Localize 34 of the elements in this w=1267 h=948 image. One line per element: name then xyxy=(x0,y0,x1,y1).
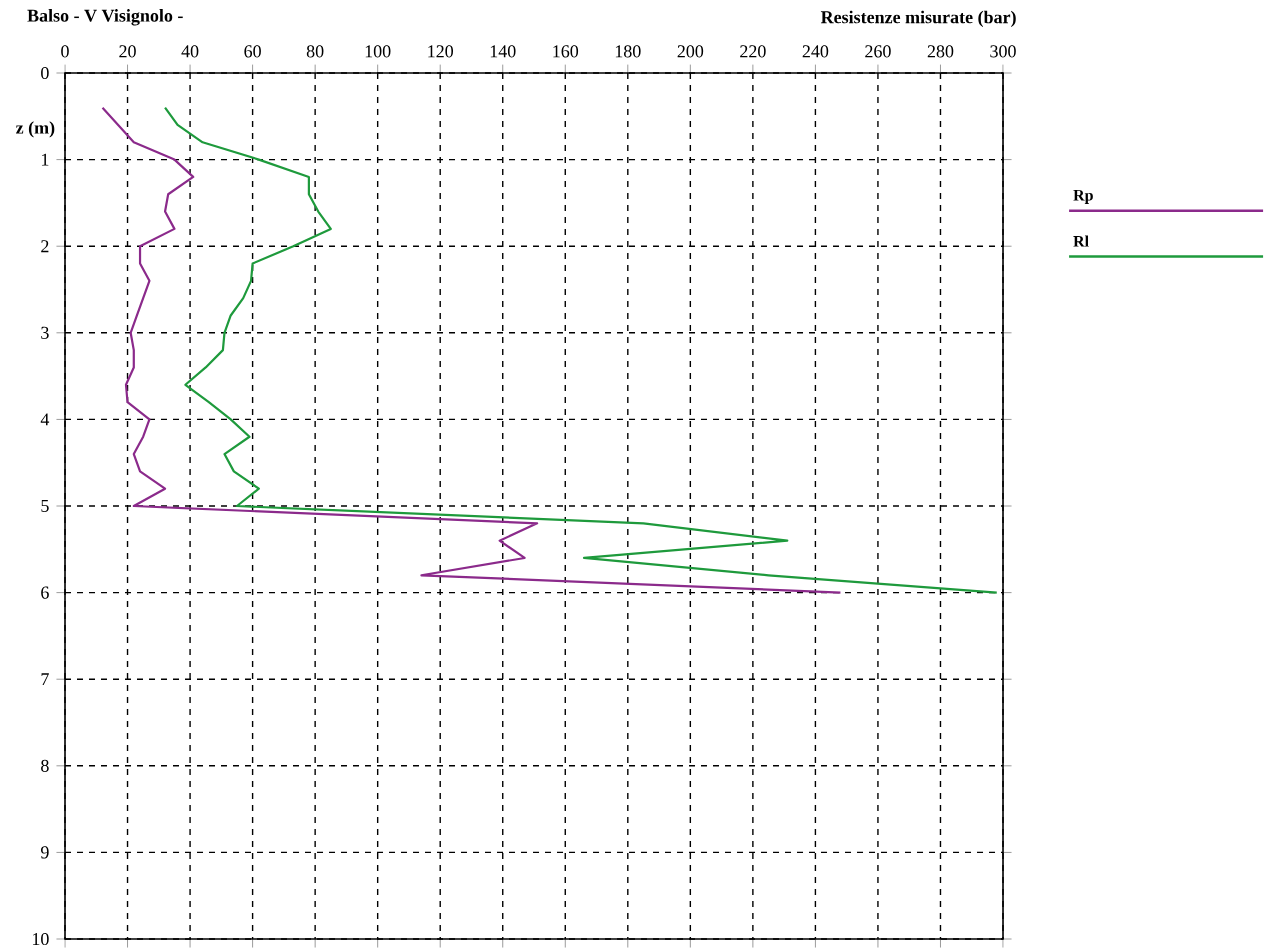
x-tick-label: 200 xyxy=(677,45,704,58)
y-tick-label: 4 xyxy=(40,413,50,426)
y-tick-label: 6 xyxy=(41,586,49,599)
line-series xyxy=(163,106,998,594)
y-tick-label: 7 xyxy=(41,673,49,686)
chart-title: Balso - V Visignolo - xyxy=(27,9,183,26)
x-tick-label: 60 xyxy=(244,45,261,58)
x-tick-label: 80 xyxy=(306,45,324,58)
y-tick-label: 3 xyxy=(41,326,49,339)
y-tick-label: 10 xyxy=(32,932,49,946)
y-tick-label: 9 xyxy=(40,846,49,859)
x-tick-label: 160 xyxy=(553,45,579,58)
x-tick-label: 260 xyxy=(865,45,891,58)
x-tick-label: 120 xyxy=(428,45,454,58)
x-tick-label: 280 xyxy=(927,45,954,58)
line-series xyxy=(101,106,842,594)
y-axis-title: z (m) xyxy=(15,121,55,138)
text: Rp xyxy=(1073,189,1093,204)
y-tick-label: 5 xyxy=(41,500,49,512)
x-tick-label: 100 xyxy=(365,45,391,58)
y-tick-label: 0 xyxy=(41,66,49,80)
x-tick-label: 140 xyxy=(490,45,516,58)
x-tick-label: 220 xyxy=(740,45,766,58)
x-tick-label: 240 xyxy=(802,45,829,58)
x-tick-label: 20 xyxy=(119,45,136,58)
y-tick-label: 8 xyxy=(41,759,49,772)
text: Rl xyxy=(1073,235,1089,247)
x-tick-label: 0 xyxy=(61,45,69,58)
y-tick-label: 2 xyxy=(41,240,49,253)
x-axis-title: Resistenze misurate (bar) xyxy=(820,10,1016,27)
x-tick-label: 180 xyxy=(615,45,641,58)
y-tick-label: 1 xyxy=(41,153,49,166)
x-tick-label: 40 xyxy=(181,45,199,58)
x-tick-label: 300 xyxy=(990,45,1016,58)
